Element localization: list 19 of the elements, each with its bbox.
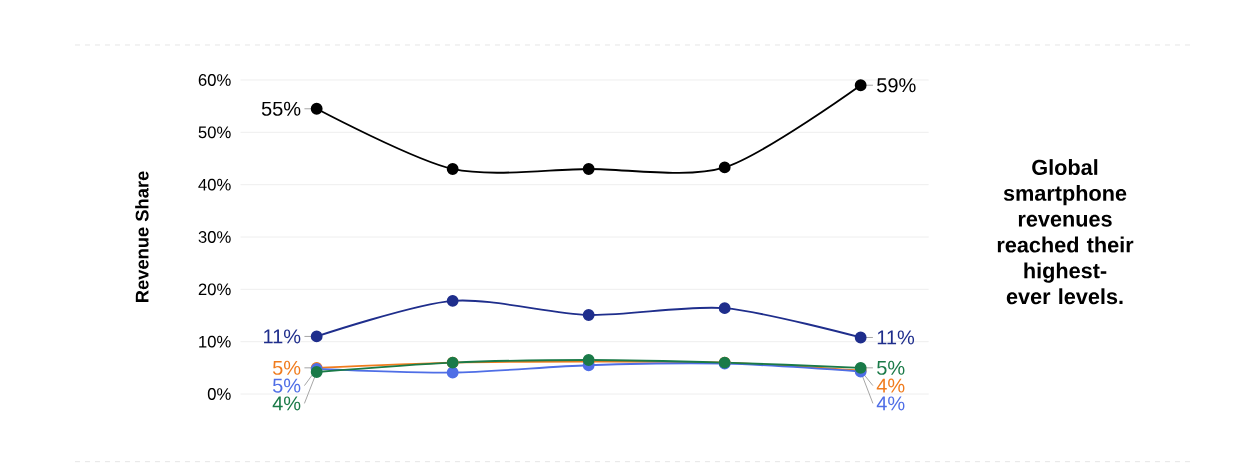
y-tick-label: 0% — [207, 388, 231, 400]
y-axis-title: Revenue Share — [135, 171, 149, 303]
data-label: 4% — [876, 396, 905, 411]
data-label: 4% — [876, 378, 905, 393]
y-tick-label: 10% — [199, 335, 231, 348]
data-label: 4% — [272, 396, 301, 411]
data-label: 5% — [877, 360, 905, 375]
data-label: 5% — [272, 360, 301, 375]
data-label: 5% — [272, 378, 301, 393]
y-tick-label: 30% — [198, 231, 231, 243]
text: Global smartphone revenues reached their highest-ever levels. — [997, 159, 1134, 305]
data-label: 11% — [877, 330, 915, 345]
y-tick-label: 20% — [198, 283, 231, 296]
data-label: 55% — [261, 101, 301, 116]
data-label: 11% — [264, 329, 301, 344]
y-tick-label: 60% — [198, 74, 231, 86]
data-label: 59% — [877, 78, 916, 93]
y-tick-label: 50% — [198, 126, 231, 139]
y-tick-label: 40% — [198, 178, 231, 191]
